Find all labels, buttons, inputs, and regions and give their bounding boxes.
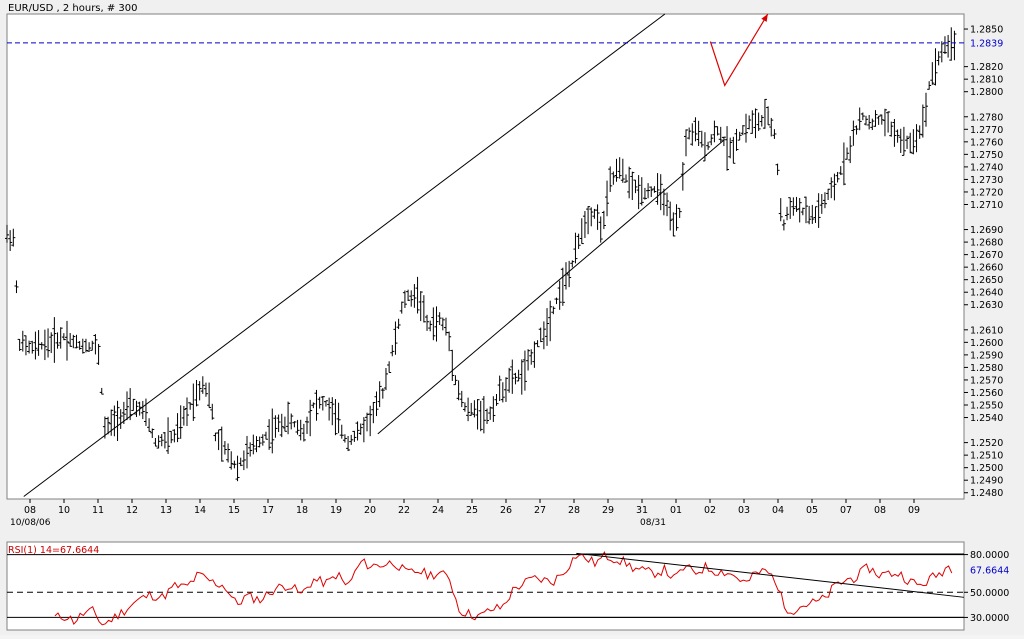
price-y-tick-label: 1.2540 bbox=[970, 413, 1003, 424]
price-y-tick-label: 1.2560 bbox=[970, 388, 1003, 399]
price-plot-area bbox=[6, 13, 965, 500]
rsi-y-tick-label: 50.0000 bbox=[970, 588, 1009, 599]
x-axis-tick-label: 22 bbox=[398, 505, 410, 516]
x-axis-tick-label: 09 bbox=[908, 505, 920, 516]
rsi-chart-title: RSI(1) 14=67.6644 bbox=[8, 545, 99, 556]
price-y-tick-label: 1.2810 bbox=[970, 75, 1003, 86]
price-y-tick-label: 1.2850 bbox=[970, 25, 1003, 36]
price-y-tick-label: 1.2600 bbox=[970, 338, 1003, 349]
current-price-label: 1.2839 bbox=[970, 38, 1003, 49]
rsi-series-group: 80.0000 50.0000 30.0000 67.6644 bbox=[7, 550, 1009, 626]
x-axis-tick-label: 20 bbox=[364, 505, 376, 516]
price-y-tick-label: 1.2760 bbox=[970, 137, 1003, 148]
x-axis-tick-label: 10 bbox=[58, 505, 70, 516]
price-y-tick-label: 1.2640 bbox=[970, 288, 1003, 299]
x-axis-tick-label: 31 bbox=[636, 505, 648, 516]
x-axis-tick-label: 03 bbox=[738, 505, 750, 516]
x-date-label-center: 08/31 bbox=[640, 518, 666, 528]
price-y-tick-label: 1.2690 bbox=[970, 225, 1003, 236]
price-y-tick-label: 1.2610 bbox=[970, 325, 1003, 336]
price-y-tick-label: 1.2650 bbox=[970, 275, 1003, 286]
price-y-tick-label: 1.2480 bbox=[970, 488, 1003, 499]
x-date-label-left: 10/08/06 bbox=[10, 518, 51, 528]
price-y-tick-label: 1.2550 bbox=[970, 401, 1003, 412]
x-axis-tick-label: 11 bbox=[92, 505, 104, 516]
price-chart-title: EUR/USD , 2 hours, # 300 bbox=[8, 3, 138, 14]
price-y-tick-label: 1.2720 bbox=[970, 187, 1003, 198]
rsi-y-tick-label: 80.0000 bbox=[970, 550, 1009, 561]
x-axis-tick-label: 08 bbox=[874, 505, 886, 516]
price-y-tick-label: 1.2490 bbox=[970, 476, 1003, 487]
x-axis-tick-label: 01 bbox=[670, 505, 682, 516]
price-y-tick-label: 1.2510 bbox=[970, 451, 1003, 462]
price-y-tick-label: 1.2800 bbox=[970, 87, 1003, 98]
x-axis-tick-label: 08 bbox=[24, 505, 36, 516]
price-series-group: 1.24801.24901.25001.25101.25201.25401.25… bbox=[5, 13, 1003, 516]
x-axis-tick-label: 24 bbox=[432, 505, 444, 516]
price-y-tick-label: 1.2680 bbox=[970, 238, 1003, 249]
x-axis-tick-label: 04 bbox=[772, 505, 784, 516]
rsi-trend-line bbox=[576, 552, 965, 598]
x-axis-tick-label: 02 bbox=[704, 505, 716, 516]
rsi-line bbox=[54, 551, 953, 626]
price-y-tick-label: 1.2740 bbox=[970, 162, 1003, 173]
price-y-tick-label: 1.2730 bbox=[970, 175, 1003, 186]
x-axis-tick-label: 07 bbox=[840, 505, 852, 516]
x-axis-tick-label: 13 bbox=[160, 505, 172, 516]
x-axis-tick-label: 15 bbox=[228, 505, 240, 516]
price-y-tick-label: 1.2820 bbox=[970, 62, 1003, 73]
x-axis-tick-label: 19 bbox=[330, 505, 342, 516]
rsi-value-label: 67.6644 bbox=[970, 566, 1009, 577]
x-axis-tick-label: 18 bbox=[296, 505, 308, 516]
price-y-tick-label: 1.2710 bbox=[970, 200, 1003, 211]
price-y-tick-label: 1.2670 bbox=[970, 250, 1003, 261]
price-y-tick-label: 1.2750 bbox=[970, 150, 1003, 161]
channel-line-2 bbox=[377, 138, 726, 435]
price-y-tick-label: 1.2570 bbox=[970, 375, 1003, 386]
x-axis-tick-label: 14 bbox=[194, 505, 206, 516]
price-y-tick-label: 1.2780 bbox=[970, 112, 1003, 123]
x-axis-tick-label: 26 bbox=[500, 505, 512, 516]
price-y-tick-label: 1.2500 bbox=[970, 463, 1003, 474]
x-axis-tick-label: 05 bbox=[806, 505, 818, 516]
channel-line-1 bbox=[23, 13, 666, 497]
price-y-tick-label: 1.2580 bbox=[970, 363, 1003, 374]
price-y-tick-label: 1.2660 bbox=[970, 263, 1003, 274]
x-axis-tick-label: 25 bbox=[466, 505, 478, 516]
price-y-tick-label: 1.2590 bbox=[970, 350, 1003, 361]
price-y-tick-label: 1.2770 bbox=[970, 125, 1003, 136]
x-axis-tick-label: 28 bbox=[568, 505, 580, 516]
rsi-plot-area bbox=[6, 541, 965, 631]
price-y-tick-label: 1.2520 bbox=[970, 438, 1003, 449]
forecast-arrow-path bbox=[709, 13, 769, 87]
x-axis-tick-label: 12 bbox=[126, 505, 138, 516]
price-y-tick-label: 1.2630 bbox=[970, 300, 1003, 311]
forecast-arrow-head bbox=[761, 14, 768, 22]
x-axis-tick-label: 29 bbox=[602, 505, 614, 516]
rsi-y-tick-label: 30.0000 bbox=[970, 613, 1009, 624]
x-axis-tick-label: 27 bbox=[534, 505, 546, 516]
x-axis-tick-label: 17 bbox=[262, 505, 274, 516]
